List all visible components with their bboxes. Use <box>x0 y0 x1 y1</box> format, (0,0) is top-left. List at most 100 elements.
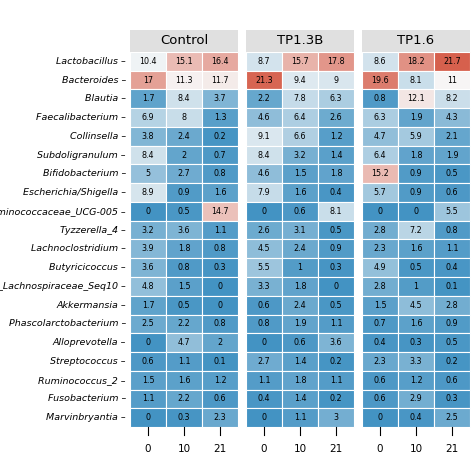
Bar <box>282 165 318 183</box>
Text: 21.3: 21.3 <box>255 76 273 85</box>
Text: 0: 0 <box>146 207 151 216</box>
Text: 0.6: 0.6 <box>214 394 226 403</box>
Bar <box>398 127 434 146</box>
Bar <box>318 258 354 277</box>
Bar <box>282 296 318 315</box>
Text: 15.1: 15.1 <box>175 57 193 66</box>
Bar <box>246 89 282 108</box>
Bar <box>398 146 434 165</box>
Bar <box>282 258 318 277</box>
Bar <box>246 239 282 258</box>
Text: 8.4: 8.4 <box>178 95 190 104</box>
Text: 2.6: 2.6 <box>258 226 270 235</box>
Bar <box>130 127 166 146</box>
Bar <box>166 183 202 202</box>
Bar <box>246 389 282 408</box>
Text: 0.6: 0.6 <box>258 301 270 310</box>
Bar <box>282 371 318 389</box>
Bar <box>398 296 434 315</box>
Text: 10.4: 10.4 <box>139 57 157 66</box>
Text: Alloprevotella –: Alloprevotella – <box>53 338 126 347</box>
Text: 1.8: 1.8 <box>294 376 306 385</box>
Text: 3.2: 3.2 <box>294 150 306 159</box>
Bar <box>398 258 434 277</box>
Bar <box>318 165 354 183</box>
Text: 1.1: 1.1 <box>446 245 458 254</box>
Text: 2.3: 2.3 <box>374 245 386 254</box>
Bar <box>166 277 202 296</box>
Bar <box>362 30 470 52</box>
Text: 0.3: 0.3 <box>214 263 226 272</box>
Text: 4.3: 4.3 <box>446 113 458 122</box>
Bar <box>246 146 282 165</box>
Text: 21.7: 21.7 <box>443 57 461 66</box>
Text: 4.5: 4.5 <box>410 301 422 310</box>
Text: 3.8: 3.8 <box>142 132 154 141</box>
Bar <box>434 202 470 221</box>
Text: 8.1: 8.1 <box>330 207 342 216</box>
Text: 0.6: 0.6 <box>294 207 306 216</box>
Text: 6.9: 6.9 <box>142 113 155 122</box>
Bar <box>318 52 354 71</box>
Text: 1.1: 1.1 <box>330 319 342 328</box>
Text: 8: 8 <box>182 113 186 122</box>
Text: 0.8: 0.8 <box>214 245 226 254</box>
Bar <box>318 239 354 258</box>
Text: 1.2: 1.2 <box>410 376 422 385</box>
Text: 10: 10 <box>293 444 307 454</box>
Bar <box>166 165 202 183</box>
Text: 2.2: 2.2 <box>258 95 270 104</box>
Bar <box>362 408 398 427</box>
Text: 1.9: 1.9 <box>446 150 458 159</box>
Text: 14.7: 14.7 <box>211 207 229 216</box>
Text: 11.3: 11.3 <box>175 76 193 85</box>
Text: 0.4: 0.4 <box>374 338 386 347</box>
Bar <box>166 333 202 352</box>
Bar <box>246 408 282 427</box>
Text: 3.3: 3.3 <box>410 357 422 366</box>
Text: 0.8: 0.8 <box>446 226 458 235</box>
Text: 0.4: 0.4 <box>410 413 422 422</box>
Bar <box>318 202 354 221</box>
Bar <box>202 258 238 277</box>
Text: 1.8: 1.8 <box>178 245 190 254</box>
Bar <box>166 71 202 89</box>
Bar <box>130 239 166 258</box>
Text: 0.6: 0.6 <box>446 376 458 385</box>
Text: 0.8: 0.8 <box>214 169 226 178</box>
Bar <box>362 333 398 352</box>
Bar <box>434 165 470 183</box>
Bar <box>246 202 282 221</box>
Bar <box>362 202 398 221</box>
Bar <box>130 352 166 371</box>
Bar <box>246 183 282 202</box>
Text: 2.5: 2.5 <box>446 413 458 422</box>
Bar <box>246 296 282 315</box>
Text: Faecalibacterium –: Faecalibacterium – <box>36 113 126 122</box>
Text: 21: 21 <box>329 444 343 454</box>
Text: 7.9: 7.9 <box>258 188 270 197</box>
Text: 6.6: 6.6 <box>294 132 306 141</box>
Text: 0.5: 0.5 <box>330 301 342 310</box>
Bar <box>398 408 434 427</box>
Bar <box>130 277 166 296</box>
Text: 0.4: 0.4 <box>330 188 342 197</box>
Text: 9: 9 <box>333 76 338 85</box>
Bar <box>282 315 318 333</box>
Bar <box>318 408 354 427</box>
Bar <box>282 221 318 239</box>
Text: 0.3: 0.3 <box>446 394 458 403</box>
Bar <box>202 352 238 371</box>
Bar <box>202 239 238 258</box>
Text: 4.7: 4.7 <box>374 132 386 141</box>
Text: 1.4: 1.4 <box>294 357 306 366</box>
Text: 5.7: 5.7 <box>374 188 386 197</box>
Text: 17: 17 <box>143 76 153 85</box>
Bar <box>246 371 282 389</box>
Text: 2.5: 2.5 <box>142 319 155 328</box>
Bar <box>434 108 470 127</box>
Text: 1.8: 1.8 <box>330 169 342 178</box>
Bar <box>434 89 470 108</box>
Bar <box>434 333 470 352</box>
Text: 1.5: 1.5 <box>142 376 155 385</box>
